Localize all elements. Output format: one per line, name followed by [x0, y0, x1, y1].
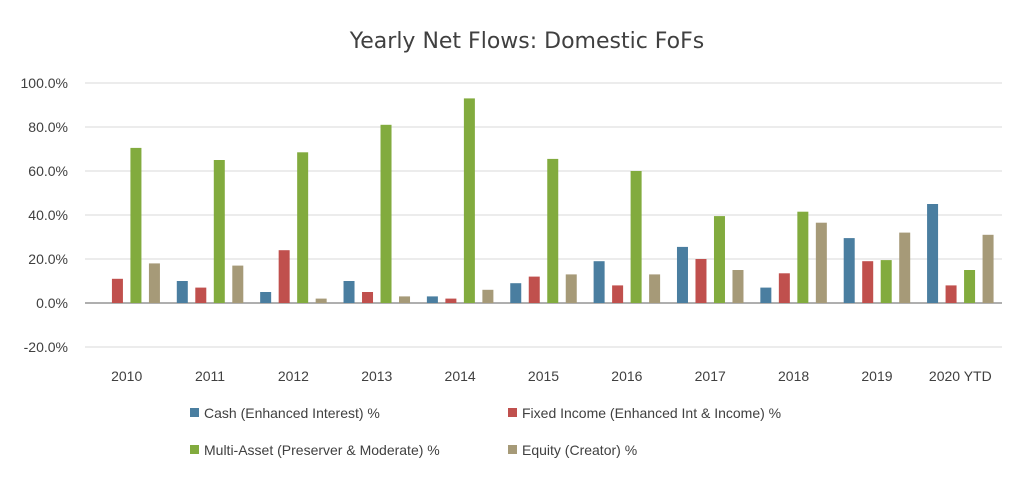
bar-3-2020-ytd	[964, 270, 976, 303]
bar-2-2015	[528, 276, 540, 303]
bar-3-2017	[713, 216, 725, 303]
x-tick-label: 2019	[861, 368, 892, 384]
bar-4-2011	[232, 265, 244, 303]
bar-1-2016	[593, 261, 605, 303]
legend-label: Fixed Income (Enhanced Int & Income) %	[522, 405, 781, 421]
y-tick-label: 20.0%	[28, 251, 68, 267]
bar-1-2011	[176, 281, 188, 303]
bar-2-2010	[111, 278, 123, 303]
bar-1-2013	[343, 281, 355, 303]
bars	[111, 98, 994, 304]
bar-2-2014	[445, 298, 457, 303]
bar-4-2013	[399, 296, 411, 303]
x-tick-label: 2016	[611, 368, 642, 384]
bar-2-2020-ytd	[945, 285, 957, 303]
bar-4-2015	[565, 274, 577, 303]
x-tick-label: 2017	[695, 368, 726, 384]
bar-4-2010	[148, 263, 160, 303]
legend-swatch	[190, 445, 199, 454]
bar-1-2014	[426, 296, 438, 303]
bar-2-2016	[612, 285, 624, 303]
y-tick-label: 40.0%	[28, 207, 68, 223]
bar-2-2017	[695, 259, 707, 303]
bar-3-2015	[547, 158, 559, 303]
bar-1-2018	[760, 287, 772, 303]
bar-4-2020-ytd	[982, 234, 994, 303]
bar-3-2016	[630, 171, 642, 303]
legend-swatch	[508, 445, 517, 454]
bar-3-2014	[463, 98, 475, 304]
bar-3-2010	[130, 147, 142, 303]
legend-label: Equity (Creator) %	[522, 442, 637, 458]
x-tick-label: 2010	[111, 368, 142, 384]
y-tick-label: 80.0%	[28, 119, 68, 135]
x-axis-ticks: 2010 2011 2012 2013 2014 2015 2016 2017 2018 2019…	[111, 368, 992, 384]
bar-3-2013	[380, 124, 392, 303]
legend-label: Cash (Enhanced Interest) %	[204, 405, 380, 421]
y-axis-ticks: 100.0% 80.0% 60.0% 40.0% 20.0% 0.0% -20.0%	[21, 75, 68, 355]
y-tick-label: 0.0%	[36, 295, 68, 311]
legend: Cash (Enhanced Interest) % Fixed Income (…	[190, 405, 781, 458]
bar-3-2012	[297, 152, 309, 303]
bar-3-2018	[797, 211, 809, 303]
y-tick-label: 100.0%	[21, 75, 68, 91]
x-tick-label: 2013	[361, 368, 392, 384]
x-tick-label: 2014	[445, 368, 476, 384]
bar-1-2020-ytd	[927, 204, 939, 303]
bar-4-2012	[315, 298, 327, 303]
x-tick-label: 2018	[778, 368, 809, 384]
y-tick-label: -20.0%	[24, 339, 68, 355]
bar-4-2017	[732, 270, 744, 303]
bar-2-2011	[195, 287, 207, 303]
legend-swatch	[190, 408, 199, 417]
x-tick-label: 2015	[528, 368, 559, 384]
x-tick-label: 2011	[195, 368, 225, 384]
bar-2-2018	[778, 273, 790, 303]
bar-1-2017	[676, 246, 688, 303]
bar-2-2019	[862, 261, 874, 303]
bar-4-2016	[649, 274, 661, 303]
bar-2-2012	[278, 250, 290, 303]
legend-label: Multi-Asset (Preserver & Moderate) %	[204, 442, 440, 458]
y-tick-label: 60.0%	[28, 163, 68, 179]
legend-swatch	[508, 408, 517, 417]
bar-2-2013	[362, 292, 374, 303]
bar-3-2019	[880, 260, 892, 303]
bar-4-2014	[482, 289, 494, 303]
bar-3-2011	[213, 160, 225, 303]
bar-1-2019	[843, 238, 855, 303]
bar-4-2018	[815, 222, 827, 303]
x-tick-label: 2020 YTD	[929, 368, 992, 384]
bar-1-2015	[510, 283, 522, 303]
bar-1-2012	[260, 292, 272, 303]
chart-title: Yearly Net Flows: Domestic FoFs	[349, 29, 705, 54]
bar-4-2019	[899, 232, 911, 303]
x-tick-label: 2012	[278, 368, 309, 384]
